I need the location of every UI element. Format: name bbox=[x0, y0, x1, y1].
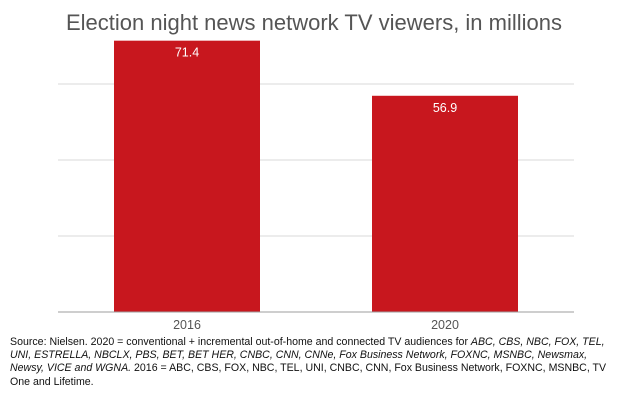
source-2016: 2016 = ABC, CBS, FOX, NBC, TEL, UNI, CNB… bbox=[10, 362, 607, 388]
x-tick-label-2016: 2016 bbox=[173, 318, 201, 332]
source-note: Source: Nielsen. 2020 = conventional + i… bbox=[10, 336, 618, 389]
bar-2016 bbox=[114, 40, 260, 313]
data-labels: 71.4 56.9 bbox=[175, 46, 457, 115]
data-label-2016: 71.4 bbox=[175, 46, 199, 60]
chart-title: Election night news network TV viewers, … bbox=[65, 10, 563, 35]
x-tick-label-2020: 2020 bbox=[431, 318, 459, 332]
bar-2020 bbox=[372, 95, 518, 312]
x-tick-labels: 2016 2020 bbox=[173, 318, 459, 332]
bars bbox=[114, 40, 518, 313]
source-networks-2020: ABC, CBS, NBC, FOX, TEL, UNI, ESTRELLA, … bbox=[10, 336, 605, 375]
source-prefix: Source: Nielsen. 2020 = conventional + i… bbox=[10, 336, 471, 348]
data-label-2020: 56.9 bbox=[433, 101, 457, 115]
